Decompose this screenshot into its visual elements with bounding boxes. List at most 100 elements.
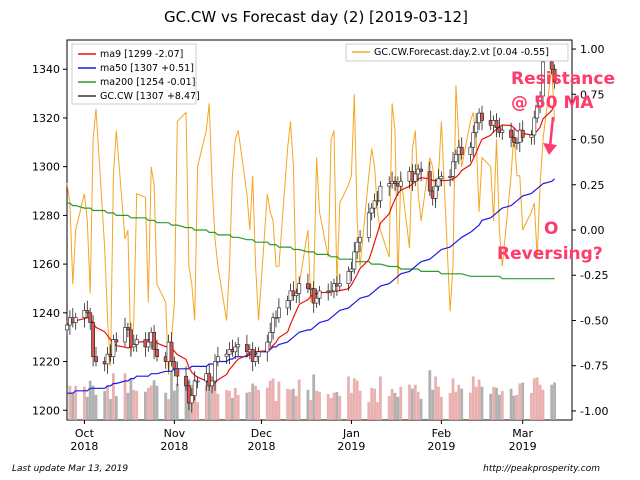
x-tick-label-month: Jan [342,427,360,440]
candle-body [114,339,119,343]
volume-bar [460,388,464,420]
volume-bar [94,394,98,420]
ma200-line [67,202,555,280]
candle-body [471,132,476,148]
volume-bar [474,386,478,420]
volume-bar [129,378,133,420]
volume-bar [408,384,411,420]
candle-body [129,329,133,348]
candle-body [366,212,371,238]
candle-body [448,176,453,178]
candle-body [213,361,217,382]
candle-body [520,129,525,138]
candle-body [192,380,197,396]
volume-bar [83,386,86,420]
candle-body [332,283,336,292]
candle-body [427,171,432,192]
x-tick-label-year: 2018 [247,440,275,453]
volume-bar [251,383,255,420]
annotation-circle-marker: O [544,219,558,239]
candle-body [346,271,351,284]
volume-bar [413,384,417,420]
candle-body [372,200,377,209]
candle-body [253,356,258,362]
volume-bar [469,392,472,420]
candle-body [453,154,458,163]
candle-body [73,317,78,323]
candle-body [268,331,273,343]
volume-bar [306,389,310,420]
candle-body [509,129,514,138]
annotation-resistance-line1: Resistance [511,69,615,89]
volume-bar [204,385,208,420]
annotation-resistance-line2: @ 50 MA [511,93,594,113]
volume-bar [541,389,545,420]
volume-bar [471,376,475,420]
y-left-tick-label: 1240 [32,307,60,320]
volume-bar [376,402,379,420]
candle-body [529,134,534,138]
volume-bar [312,374,316,420]
candle-body [514,142,519,144]
candle-body [317,290,322,299]
candle-body [549,61,554,70]
volume-bar [297,379,301,420]
candle-body [91,322,96,358]
candle-body [369,207,374,214]
candle-body [436,178,441,187]
volume-bar [231,397,234,420]
candle-body [439,176,444,180]
y-right-tick-label: 0.75 [580,88,605,101]
volume-bar [550,384,554,420]
volume-bar [335,391,339,420]
x-tick-label-year: 2019 [427,440,455,453]
candle-body [433,185,438,199]
volume-bar [373,388,376,420]
volume-bar [144,391,147,420]
volume-bar [495,387,498,420]
volume-bar [146,387,150,420]
annotation-arrowhead [543,143,557,155]
candle-body [169,341,174,362]
x-tick-label-month: Dec [251,427,272,440]
candle-body [65,324,69,331]
candle-body [155,349,159,357]
candle-body [305,283,310,289]
y-right-tick-label: -0.25 [580,269,608,282]
candle-body [535,105,540,119]
candle-body [134,339,139,345]
candle-body [184,375,188,387]
volume-bar [236,394,240,420]
volume-bar [326,394,330,420]
volume-bar [431,389,435,420]
y-right-tick-label: -1.00 [580,405,608,418]
volume-bar [164,392,168,420]
volume-bar [135,390,139,420]
candle-body [236,344,241,348]
candle-body [480,112,484,121]
volume-bar [292,388,295,420]
candle-body [94,356,98,362]
volume-bar [245,392,249,420]
candle-body [398,181,403,187]
volume-bar [350,392,353,420]
volume-bar [428,370,432,420]
volume-bars [68,370,556,420]
y-left-tick-label: 1300 [32,161,60,174]
volume-bar [167,399,170,420]
volume-bar [213,371,217,420]
candle-body [532,117,537,136]
candle-body [146,341,151,348]
volume-bar [512,395,516,420]
volume-bar [355,380,359,420]
volume-bar [112,373,115,420]
candle-body [131,344,136,348]
volume-bar [538,384,542,420]
candle-body [152,331,157,350]
candle-body [378,185,383,202]
y-left-tick-label: 1200 [32,404,60,417]
candle-body [500,129,505,133]
volume-bar [149,385,153,420]
candle-body [375,200,380,203]
y-right-tick-label: 1.00 [580,43,605,56]
